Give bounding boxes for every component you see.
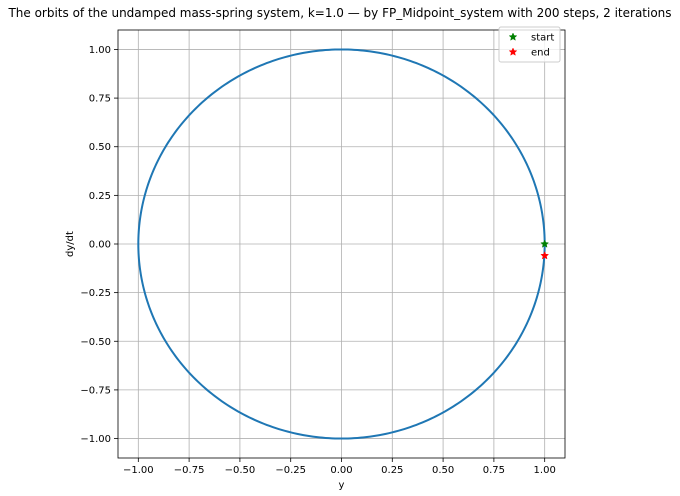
y-tick-label-2: −0.50 [80, 337, 111, 348]
legend: start end [498, 26, 561, 63]
x-tick-label-5: 0.25 [381, 465, 403, 476]
y-tick-label-4: 0.00 [89, 240, 111, 251]
grid [118, 30, 565, 458]
orbit-layer [137, 48, 546, 440]
x-tick-label-7: 0.75 [483, 465, 505, 476]
legend-marker-end [508, 47, 518, 56]
chart-title: The orbits of the undamped mass-spring s… [7, 6, 671, 20]
y-tick-label-1: −0.75 [80, 385, 111, 396]
y-tick-label-0: −1.00 [80, 434, 111, 445]
x-tick-label-4: 0.00 [330, 465, 352, 476]
y-tick-label-6: 0.50 [89, 142, 111, 153]
x-tick-label-0: −1.00 [123, 465, 154, 476]
x-axis-label: y [339, 480, 345, 491]
orbit-line [137, 48, 546, 440]
y-axis-ticks: −1.00 −0.75 −0.50 −0.25 0.00 0.25 0.50 0.75 1.00 [80, 45, 118, 445]
x-tick-label-6: 0.50 [432, 465, 454, 476]
y-tick-label-7: 0.75 [89, 94, 111, 105]
y-tick-label-3: −0.25 [80, 288, 111, 299]
legend-label-end: end [531, 48, 550, 59]
x-tick-label-3: −0.25 [275, 465, 306, 476]
marker-start [540, 239, 550, 248]
x-tick-label-8: 1.00 [534, 465, 556, 476]
x-tick-label-2: −0.50 [225, 465, 256, 476]
y-axis-label: dy/dt [65, 231, 76, 257]
legend-marker-start [508, 32, 518, 41]
y-tick-label-8: 1.00 [89, 45, 111, 56]
legend-label-start: start [531, 33, 554, 44]
x-axis-ticks: −1.00 −0.75 −0.50 −0.25 0.00 0.25 0.50 0.75 1.00 [123, 458, 556, 476]
x-tick-label-1: −0.75 [174, 465, 205, 476]
y-tick-label-5: 0.25 [89, 191, 111, 202]
markers [540, 239, 550, 260]
marker-end [540, 251, 550, 260]
